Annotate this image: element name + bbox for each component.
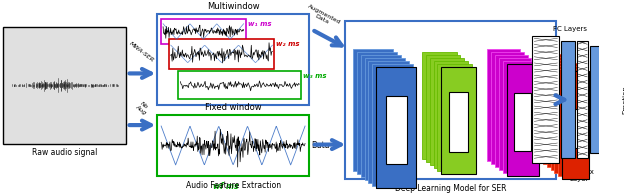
Bar [434, 61, 468, 168]
Text: wf ms: wf ms [213, 182, 238, 191]
Bar [491, 52, 524, 164]
Bar [539, 54, 566, 161]
Bar [543, 57, 570, 164]
Text: Emotion: Emotion [623, 85, 624, 114]
Bar [364, 58, 405, 180]
Text: Audio Feature Extraction: Audio Feature Extraction [185, 181, 281, 190]
Bar [577, 41, 588, 158]
Bar [178, 71, 301, 99]
Text: Deep Learning Model for SER: Deep Learning Model for SER [395, 184, 507, 193]
Text: MWA-SER: MWA-SER [129, 41, 155, 63]
Bar [376, 67, 416, 188]
Bar [430, 58, 464, 165]
Text: w₂ ms: w₂ ms [276, 41, 300, 47]
Bar [532, 36, 559, 163]
Text: Augmented
Data: Augmented Data [305, 3, 342, 30]
Bar [353, 49, 393, 171]
Bar [487, 49, 520, 161]
Bar [437, 64, 472, 171]
Bar [357, 52, 397, 174]
Bar [169, 39, 275, 68]
Bar [157, 115, 309, 176]
Bar [495, 55, 528, 167]
Bar [368, 61, 409, 183]
Text: w₁ ms: w₁ ms [248, 21, 271, 27]
Bar [345, 21, 557, 179]
Text: Raw audio signal: Raw audio signal [32, 148, 97, 158]
Bar [562, 71, 589, 179]
Text: Fixed window: Fixed window [205, 103, 261, 112]
Bar [373, 64, 412, 185]
Bar [550, 63, 578, 170]
Text: Softmax
Layer: Softmax Layer [565, 169, 594, 182]
Bar [361, 55, 401, 177]
Text: w₃ ms: w₃ ms [303, 73, 326, 79]
Text: Data: Data [311, 141, 329, 150]
Bar [555, 66, 582, 173]
Bar [426, 55, 461, 162]
Bar [503, 61, 535, 173]
Bar [507, 64, 539, 176]
Bar [161, 19, 246, 44]
Bar [590, 46, 602, 153]
Bar [558, 68, 585, 176]
Bar [386, 96, 407, 164]
Bar [568, 108, 583, 147]
Bar [547, 60, 573, 167]
Text: Multiwindow: Multiwindow [207, 2, 260, 11]
Bar [514, 93, 532, 151]
Bar [3, 27, 125, 144]
Bar [157, 14, 309, 105]
Text: No
Aug: No Aug [134, 100, 150, 116]
Text: FC Layers: FC Layers [553, 27, 587, 32]
Bar [499, 58, 532, 170]
Bar [507, 64, 539, 176]
Bar [422, 52, 457, 159]
Bar [441, 67, 476, 174]
Bar [376, 67, 416, 188]
Bar [561, 41, 575, 158]
Bar [441, 67, 476, 174]
Bar [562, 71, 589, 179]
Bar [449, 92, 468, 152]
